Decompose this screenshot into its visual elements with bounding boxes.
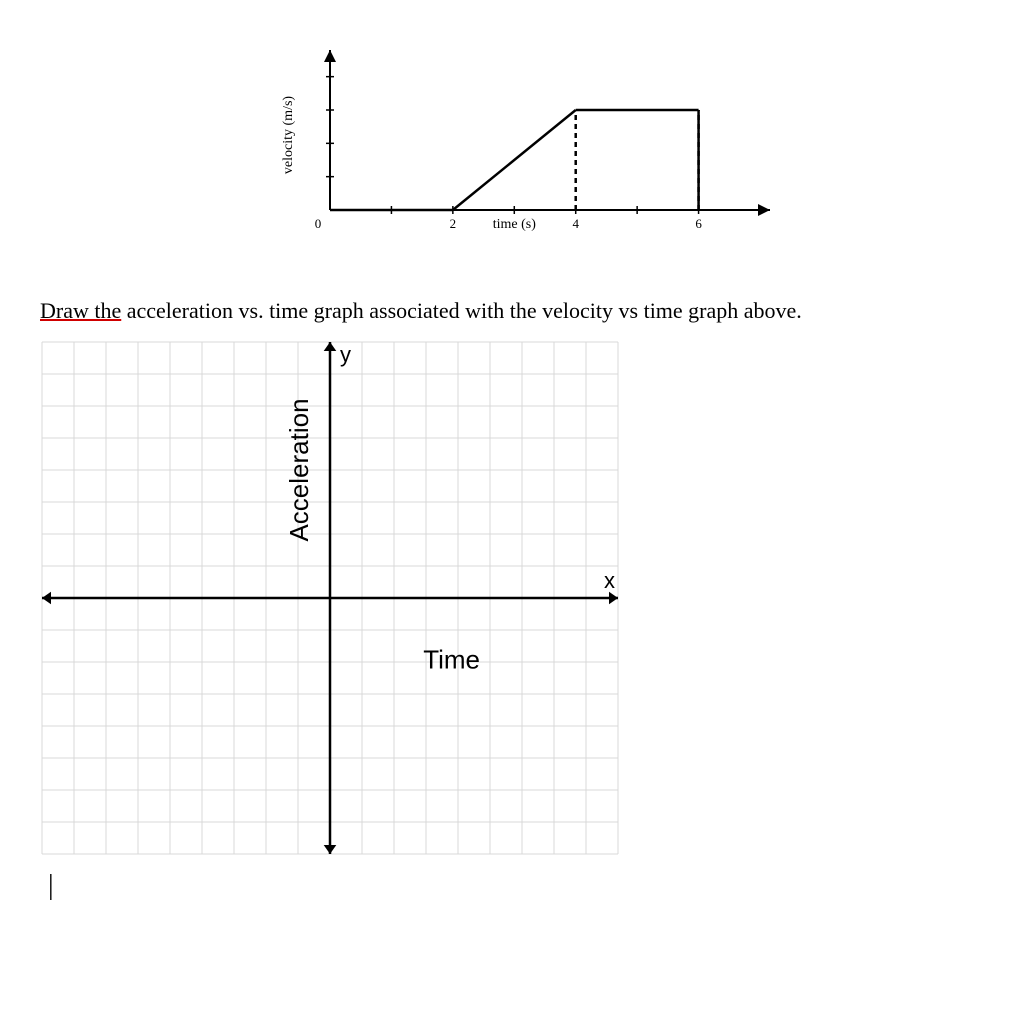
svg-text:x: x	[604, 568, 615, 593]
svg-text:Time: Time	[423, 644, 480, 674]
prompt-underlined: Draw the	[40, 298, 121, 323]
text-cursor: |	[48, 870, 54, 902]
svg-text:y: y	[340, 342, 351, 367]
svg-text:2: 2	[450, 216, 457, 231]
acceleration-time-grid: x y Acceleration Time	[40, 340, 620, 860]
svg-text:6: 6	[695, 216, 702, 231]
page: 2 4 6 0 time (s) velocity (m/s) Draw the acce…	[0, 0, 1024, 1024]
svg-text:0: 0	[315, 216, 322, 231]
prompt-text: Draw the acceleration vs. time graph ass…	[40, 298, 802, 324]
svg-text:Acceleration: Acceleration	[284, 398, 314, 541]
svg-text:velocity (m/s): velocity (m/s)	[281, 96, 296, 174]
svg-text:time (s): time (s)	[493, 217, 536, 232]
velocity-time-chart: 2 4 6 0 time (s) velocity (m/s)	[260, 40, 780, 240]
prompt-rest: acceleration vs. time graph associated w…	[121, 298, 802, 323]
svg-text:4: 4	[572, 216, 579, 231]
